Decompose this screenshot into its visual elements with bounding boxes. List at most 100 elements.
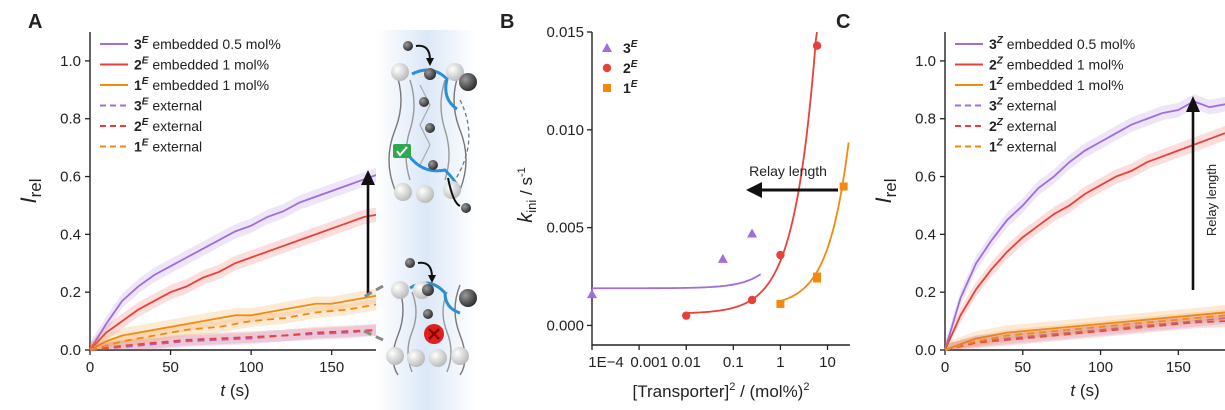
y-axis-label: kini / s-1 bbox=[515, 167, 539, 222]
legend-entry: 2Z external bbox=[989, 117, 1057, 134]
data-point bbox=[747, 295, 757, 305]
x-tick-label: 50 bbox=[162, 359, 179, 376]
legend-entry: 3Z external bbox=[989, 97, 1057, 114]
panel-c-plot: 0 50 100 150 0.0 0.2 0.4 0.6 0.8 1.0 t (s) Irel 3Z e… bbox=[871, 32, 1225, 400]
legend-entry: 3Z embedded 0.5 mol% bbox=[989, 35, 1135, 52]
x-tick-label: 1E−4 bbox=[588, 354, 623, 371]
y-axis-label: Irel bbox=[871, 178, 900, 203]
data-point bbox=[813, 272, 822, 281]
legend-entry: 3E embedded 0.5 mol% bbox=[134, 35, 281, 52]
legend-entry: 2Z embedded 1 mol% bbox=[989, 56, 1124, 73]
series-line bbox=[89, 328, 381, 351]
y-tick-label: 0.8 bbox=[60, 111, 81, 128]
data-point bbox=[776, 250, 785, 260]
x-axis-label: t (s) bbox=[1070, 381, 1099, 400]
relay-arrowhead bbox=[746, 182, 762, 198]
y-tick-label: 0.0 bbox=[915, 342, 936, 359]
y-axis-label: Irel bbox=[16, 178, 45, 203]
y-tick-label: 0.000 bbox=[546, 317, 584, 334]
legend-entry: 3E external bbox=[134, 97, 202, 114]
legend-marker bbox=[602, 43, 612, 52]
legend-entry: 2E embedded 1 mol% bbox=[134, 56, 269, 73]
data-point bbox=[717, 253, 728, 263]
fit-curve bbox=[591, 273, 762, 290]
legend-entry: 1Z embedded 1 mol% bbox=[989, 76, 1124, 93]
x-axis-label: [Transporter]2 / (mol%)2 bbox=[633, 381, 810, 401]
y-tick-label: 0.8 bbox=[915, 111, 936, 128]
series-band bbox=[945, 94, 1225, 351]
series-line bbox=[944, 314, 1225, 351]
legend-entry: 1E external bbox=[134, 138, 202, 155]
x-tick-label: 0.001 bbox=[630, 354, 668, 371]
panel-label-b: B bbox=[500, 11, 514, 33]
series-line bbox=[89, 172, 381, 351]
series-band bbox=[90, 206, 380, 350]
relay-arrowhead bbox=[361, 170, 375, 185]
legend-marker bbox=[603, 84, 611, 92]
y-tick-label: 0.4 bbox=[60, 226, 81, 243]
x-tick-label: 0 bbox=[941, 359, 949, 376]
check-icon bbox=[393, 144, 411, 158]
y-tick-label: 0.010 bbox=[546, 122, 584, 139]
x-tick-label: 150 bbox=[1166, 359, 1191, 376]
membrane-schematic bbox=[361, 30, 477, 410]
x-tick-label: 10 bbox=[819, 354, 836, 371]
y-tick-label: 1.0 bbox=[915, 53, 936, 70]
data-point bbox=[747, 228, 758, 238]
legend-entry: 1E embedded 1 mol% bbox=[134, 76, 269, 93]
x-tick-label: 100 bbox=[239, 359, 264, 376]
relay-length-label: Relay length bbox=[749, 163, 827, 179]
panel-label-c: C bbox=[836, 11, 850, 33]
series-line bbox=[944, 100, 1225, 351]
data-point bbox=[839, 182, 848, 191]
x-tick-label: 0.01 bbox=[672, 354, 701, 371]
membrane-band bbox=[376, 30, 476, 410]
y-tick-label: 0.0 bbox=[60, 342, 81, 359]
series-line bbox=[89, 302, 381, 351]
x-tick-label: 50 bbox=[1014, 359, 1031, 376]
connector-line bbox=[361, 284, 384, 300]
series-line bbox=[89, 328, 381, 351]
series-line bbox=[944, 132, 1225, 351]
legend-entry: 3E bbox=[623, 39, 638, 56]
panel-label-a: A bbox=[28, 11, 42, 33]
x-axis-label: t (s) bbox=[220, 381, 249, 400]
series-line bbox=[944, 311, 1225, 351]
data-point bbox=[776, 299, 785, 308]
cross-icon bbox=[424, 324, 444, 344]
x-tick-label: 0 bbox=[86, 359, 94, 376]
x-tick-label: 150 bbox=[319, 359, 344, 376]
legend-entry: 2E bbox=[623, 59, 638, 76]
y-tick-label: 0.005 bbox=[546, 220, 584, 237]
connector-line bbox=[361, 328, 384, 342]
x-tick-label: 100 bbox=[1088, 359, 1113, 376]
series-band bbox=[945, 315, 1225, 350]
data-point bbox=[682, 311, 691, 320]
membrane-bottom bbox=[386, 258, 477, 376]
data-point bbox=[812, 41, 822, 50]
y-tick-label: 0.2 bbox=[60, 284, 81, 301]
relay-length-label: Relay length bbox=[1204, 164, 1219, 236]
panel-a-plot: 0 50 100 150 0.0 0.2 0.4 0.6 0.8 1.0 t (s) Irel 3E e… bbox=[16, 32, 393, 400]
data-point bbox=[587, 289, 597, 299]
series-band bbox=[945, 312, 1225, 350]
y-tick-label: 0.015 bbox=[546, 24, 584, 41]
legend-entry: 1E bbox=[623, 79, 638, 96]
relay-arrowhead bbox=[1186, 96, 1200, 112]
legend-entry: 1Z external bbox=[989, 138, 1057, 155]
panel-b-plot: 1E−4 0.001 0.01 0.1 1 10 0.000 0.005 0.010 0.015 [… bbox=[515, 24, 850, 401]
series-band bbox=[945, 309, 1225, 350]
membrane-top bbox=[388, 41, 477, 213]
y-tick-label: 0.6 bbox=[60, 169, 81, 186]
series-band bbox=[945, 305, 1225, 350]
series-line bbox=[89, 213, 381, 351]
legend-entry: 2E external bbox=[134, 117, 202, 134]
y-tick-label: 0.6 bbox=[915, 169, 936, 186]
y-tick-label: 0.2 bbox=[915, 284, 936, 301]
x-tick-label: 1 bbox=[776, 354, 784, 371]
series-band bbox=[945, 125, 1225, 350]
y-tick-label: 0.4 bbox=[915, 226, 936, 243]
y-tick-label: 1.0 bbox=[60, 53, 81, 70]
x-tick-label: 0.1 bbox=[723, 354, 744, 371]
